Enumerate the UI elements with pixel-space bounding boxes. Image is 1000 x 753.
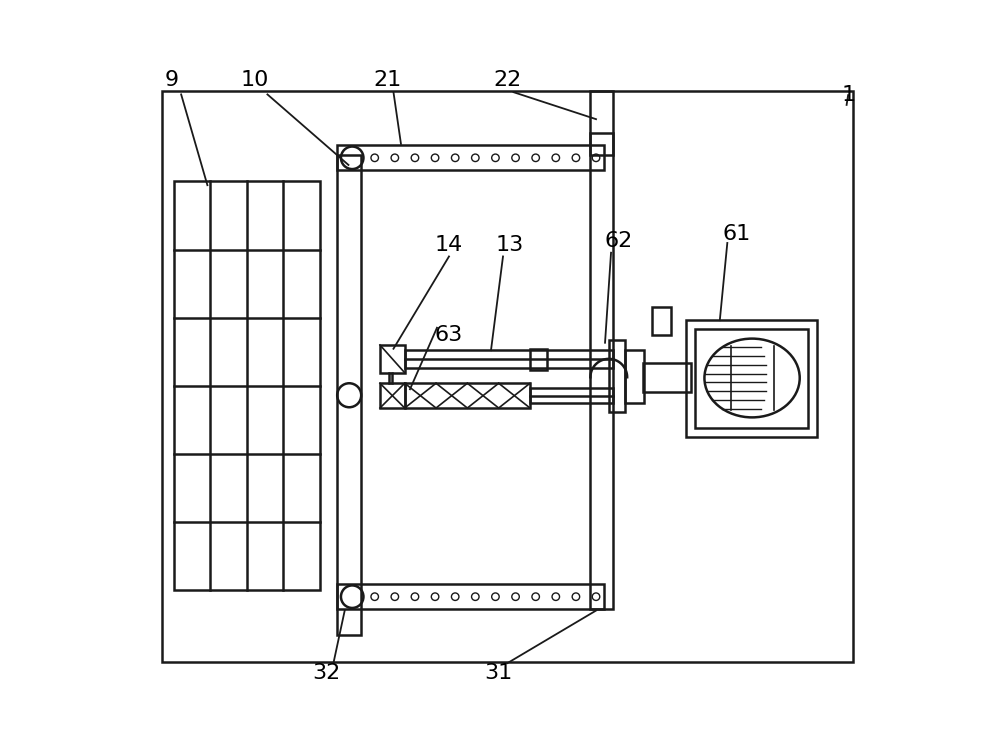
- Text: 10: 10: [240, 70, 269, 90]
- Bar: [405, 383, 530, 408]
- Bar: [590, 133, 613, 609]
- Text: 21: 21: [373, 70, 402, 90]
- Bar: [652, 306, 671, 335]
- Text: 32: 32: [312, 663, 340, 683]
- Bar: [686, 320, 817, 437]
- Text: 31: 31: [484, 663, 513, 683]
- Bar: [337, 584, 604, 609]
- Text: 61: 61: [722, 224, 750, 244]
- Text: 62: 62: [604, 231, 633, 252]
- Text: 63: 63: [435, 325, 463, 345]
- Bar: [405, 350, 613, 368]
- Bar: [380, 345, 405, 373]
- Bar: [695, 329, 808, 428]
- Bar: [380, 383, 405, 408]
- Text: 22: 22: [493, 70, 522, 90]
- Bar: [590, 91, 613, 155]
- Text: 13: 13: [496, 235, 524, 255]
- Bar: [337, 155, 361, 636]
- Text: 1: 1: [842, 85, 856, 105]
- Bar: [162, 91, 853, 662]
- Bar: [530, 349, 547, 370]
- Text: 9: 9: [164, 70, 178, 90]
- Bar: [643, 363, 691, 392]
- Bar: [174, 181, 320, 590]
- Bar: [337, 145, 604, 170]
- Bar: [530, 388, 613, 403]
- Text: 14: 14: [435, 235, 463, 255]
- Bar: [625, 350, 644, 403]
- Bar: [609, 340, 625, 412]
